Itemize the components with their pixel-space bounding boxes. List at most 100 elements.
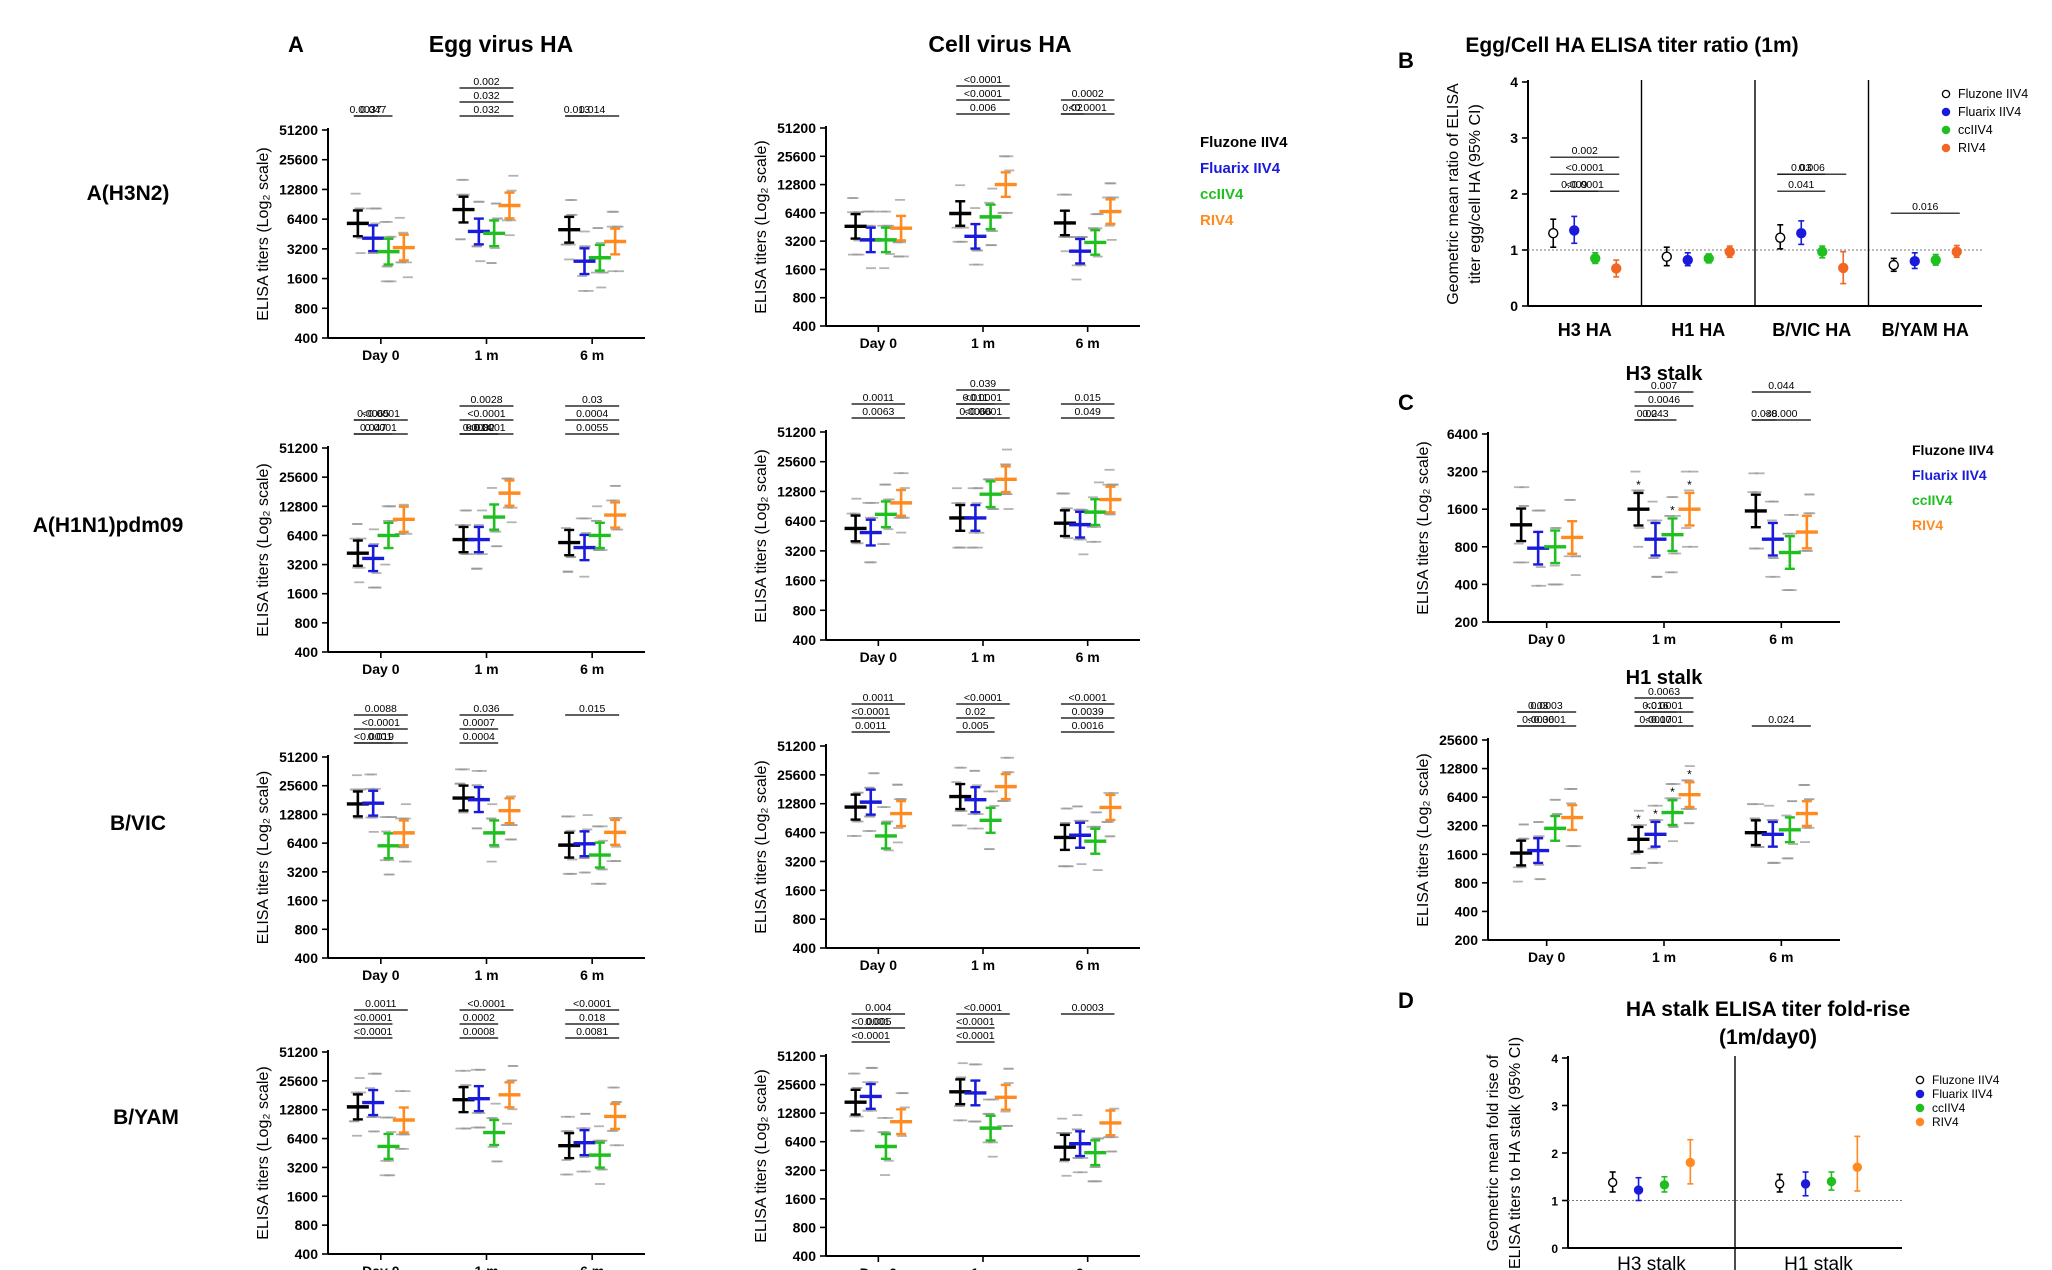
stalk-panel-2-sig-label: 0.0017 <box>1639 714 1671 726</box>
titer-panel-5-sig-label: 0.0007 <box>463 717 495 729</box>
titer-panel-7-ytick-label: 6400 <box>287 1131 318 1147</box>
titer-panel-8-y-axis-label: ELISA titers (Log₂ scale) <box>753 1069 770 1242</box>
ratio-panel-point-cciiv4 <box>1590 253 1601 264</box>
titer-panel-5-ytick-label: 800 <box>295 921 319 937</box>
titer-panel-6-ytick-label: 6400 <box>785 825 816 841</box>
titer-panel-1-ytick-label: 800 <box>295 300 319 316</box>
titer-panel-2-xtick-label: 1 m <box>971 335 995 351</box>
ratio-panel-point-fluzone-iiv4 <box>1548 227 1559 239</box>
titer-panel-5-ytick-label: 400 <box>295 950 319 966</box>
titer-panel-6-sig-label: <0.0001 <box>964 692 1002 704</box>
titer-panel-8-xtick-label: Day 0 <box>860 1265 898 1270</box>
significance-star: * <box>1636 478 1641 492</box>
titer-panel-3-sig-label: <0.0001 <box>467 422 505 434</box>
legend-b: Fluzone IIV4 Fluarix IIV4 ccIIV4 RIV4 <box>1941 87 2028 155</box>
legend-a-label-riv4: RIV4 <box>1200 212 1234 229</box>
ratio-panel-category-label: H3 HA <box>1558 320 1612 340</box>
legend-d-marker <box>1915 1117 1925 1127</box>
ratio-panel-ytick-label: 1 <box>1510 242 1518 258</box>
titer-panel-4-sig-label: <0.0001 <box>964 406 1002 418</box>
legend-a-label-fluzone: Fluzone IIV4 <box>1200 134 1288 151</box>
titer-panel-4-sig-label: 0.049 <box>1075 406 1101 418</box>
titer-panel-6-sig-label: <0.0001 <box>852 706 890 718</box>
titer-panel-2-ytick-label: 1600 <box>785 261 816 277</box>
ratio-panel-sig-label: 0.03 <box>1791 162 1812 174</box>
stalk-panel-1-ytick-label: 200 <box>1455 614 1479 630</box>
titer-panel-3-y-axis-label: ELISA titers (Log₂ scale) <box>255 463 272 636</box>
titer-panel-1-sig-label: 0.002 <box>473 76 499 88</box>
stalk-panel-title: H1 stalk <box>1626 667 1704 689</box>
titer-panel-5-ytick-label: 51200 <box>279 749 318 765</box>
titer-panel-6-sig-label: 0.0016 <box>1072 720 1104 732</box>
stalk-panel-1-xtick-label: 6 m <box>1769 631 1793 647</box>
titer-panel-6-ytick-label: 3200 <box>785 853 816 869</box>
titer-panel-4-ytick-label: 6400 <box>785 513 816 529</box>
titer-panel-7-sig-label: <0.0001 <box>354 1012 392 1024</box>
stalk-panel-2-sig-label: <0.0001 <box>1645 714 1683 726</box>
titer-panel-7-sig-label: 0.0002 <box>463 1012 495 1024</box>
panel-letter-c: C <box>1398 390 1414 415</box>
titer-panel-6-ytick-label: 400 <box>793 940 817 956</box>
titer-panel-2-ytick-label: 800 <box>793 290 817 306</box>
ratio-panel-y-axis-label: titer egg/cell HA (95% CI) <box>1467 104 1484 284</box>
titer-panel-3-xtick-label: 6 m <box>580 661 604 677</box>
titer-panel-2-xtick-label: Day 0 <box>860 335 898 351</box>
ratio-panel-sig-label: 0.009 <box>1561 179 1587 191</box>
titer-panel-6-xtick-label: 6 m <box>1076 957 1100 973</box>
stalk-panel-2-ytick-label: 25600 <box>1439 732 1478 748</box>
titer-panel-2-xtick-label: 6 m <box>1076 335 1100 351</box>
titer-panel-6-sig-label: <0.0001 <box>1069 692 1107 704</box>
titer-panel-6-sig-label: 0.005 <box>962 720 988 732</box>
titer-panel-3-xtick-label: Day 0 <box>362 661 400 677</box>
stalk-panel-2-sig-label: 0.016 <box>1642 700 1668 712</box>
titer-panel-5-sig-label: <0.0001 <box>354 731 392 743</box>
legend-d-label: Fluarix IIV4 <box>1932 1087 1993 1101</box>
titer-panel-4: 400 800 1600 3200 6400 12800 25600 51200 Day 0 1 … <box>753 378 1140 665</box>
legend-b-label: Fluarix IIV4 <box>1958 105 2021 119</box>
titer-panel-7-ytick-label: 51200 <box>279 1044 318 1060</box>
titer-panel-6-ytick-label: 12800 <box>777 796 816 812</box>
ratio-panel-point-riv4 <box>1611 263 1622 274</box>
titer-panel-3-ytick-label: 3200 <box>287 557 318 573</box>
stalk-panel-1-ytick-label: 400 <box>1455 576 1479 592</box>
ratio-panel-ytick-label: 3 <box>1510 130 1518 146</box>
titer-panel-5-ytick-label: 25600 <box>279 778 318 794</box>
titer-panel-3-sig-label: 0.047 <box>360 422 386 434</box>
titer-panel-3-sig-label: 0.0028 <box>470 394 502 406</box>
panel-d-title-line2: (1m/day0) <box>1719 1026 1817 1049</box>
titer-panel-4-xtick-label: Day 0 <box>860 649 898 665</box>
titer-panel-7-ytick-label: 800 <box>295 1217 319 1233</box>
titer-panel-2-ytick-label: 12800 <box>777 177 816 193</box>
stalk-panel-1-sig-label: 0.043 <box>1642 408 1668 420</box>
titer-panel-2-ytick-label: 51200 <box>777 120 816 136</box>
titer-panel-3-sig-label: <0.0001 <box>362 408 400 420</box>
fold-rise-panel-y-axis-label: ELISA titers to HA stalk (95% CI) <box>1507 1037 1524 1269</box>
titer-panel-1-y-axis-label: ELISA titers (Log₂ scale) <box>255 147 272 320</box>
titer-panel-4-xtick-label: 1 m <box>971 649 995 665</box>
titer-panel-3-sig-label: 0.03 <box>582 394 603 406</box>
stalk-panel-1-sig-label: 0.02 <box>1637 408 1658 420</box>
row-label-byam: B/YAM <box>113 1106 179 1129</box>
titer-panel-8-ytick-label: 6400 <box>785 1134 816 1150</box>
ratio-panel-point-fluarix-iiv4 <box>1569 225 1580 236</box>
stalk-panel-1-xtick-label: 1 m <box>1652 631 1676 647</box>
titer-panel-8-xtick-label: 6 m <box>1076 1265 1100 1270</box>
stalk-panel-2-xtick-label: Day 0 <box>1528 949 1566 965</box>
ratio-panel-point-fluarix-iiv4 <box>1682 254 1693 266</box>
stalk-panel-2-ytick-label: 1600 <box>1447 846 1478 862</box>
titer-panel-8-sig-label: <0.0001 <box>852 1016 890 1028</box>
titer-panel-6-ytick-label: 1600 <box>785 882 816 898</box>
stalk-panel-1-sig-label: <0.000 <box>1765 408 1798 420</box>
titer-panel-3-ytick-label: 25600 <box>279 469 318 485</box>
legend-c-label-fluarix: Fluarix IIV4 <box>1912 467 1987 483</box>
stalk-panel-2-sig-label: <0.0001 <box>1528 714 1566 726</box>
titer-panel-5-ytick-label: 12800 <box>279 806 318 822</box>
titer-panel-7-ytick-label: 1600 <box>287 1188 318 1204</box>
stalk-panel-2-sig-label: 0.024 <box>1768 714 1794 726</box>
titer-panel-5-ytick-label: 3200 <box>287 864 318 880</box>
titer-panel-5-sig-label: 0.019 <box>368 731 394 743</box>
ratio-panel-category-label: B/VIC HA <box>1772 320 1851 340</box>
titer-panel-6: 400 800 1600 3200 6400 12800 25600 51200 Day 0 1 … <box>753 692 1140 973</box>
